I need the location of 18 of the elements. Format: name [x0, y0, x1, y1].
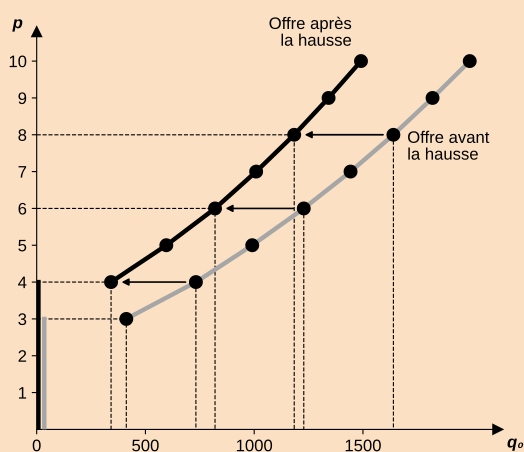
x-tick-label: 1500	[346, 440, 381, 452]
x-axis-title: q₀	[508, 438, 524, 451]
y-tick-label: 6	[18, 202, 26, 215]
y-axis-title: p	[12, 19, 22, 32]
x-tick-label: 500	[132, 440, 159, 452]
y-tick-label: 7	[18, 166, 26, 178]
series-label: Offre après la hausse	[269, 16, 352, 46]
x-tick-label: 0	[32, 440, 41, 452]
legend-label: Offre avant la hausse	[408, 130, 490, 160]
y-tick-label: 1	[18, 387, 26, 399]
y-tick-label: 8	[18, 129, 26, 141]
x-tick-label: 1000	[236, 440, 272, 452]
y-tick-label: 9	[18, 92, 26, 104]
y-tick-label: 10	[10, 56, 26, 68]
y-tick-label: 2	[18, 350, 26, 362]
y-tick-label: 3	[18, 313, 26, 326]
y-tick-label: 5	[18, 240, 26, 252]
y-tick-label: 4	[18, 276, 26, 288]
